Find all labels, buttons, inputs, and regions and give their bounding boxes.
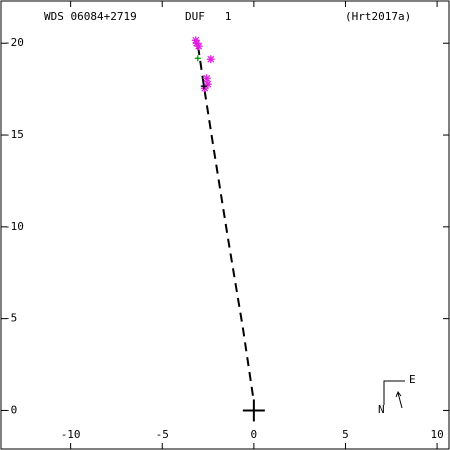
stroke xyxy=(207,55,215,63)
x-tick-label: -5 xyxy=(156,428,169,441)
point xyxy=(192,39,201,48)
y-tick-label: -10 xyxy=(4,220,24,233)
point xyxy=(200,83,207,90)
x-tick-label: 0 xyxy=(251,428,258,441)
compass-east: E xyxy=(409,373,416,386)
point xyxy=(194,55,201,62)
point xyxy=(202,74,211,83)
point xyxy=(200,84,209,93)
stroke xyxy=(203,74,211,82)
chart-title: WDS 06084+2719 xyxy=(44,10,137,23)
y-tick-label: -20 xyxy=(4,36,24,49)
point xyxy=(242,399,265,422)
point xyxy=(206,55,215,64)
reference: (Hrt2017a) xyxy=(345,10,411,23)
orbit-line xyxy=(196,39,254,396)
stroke xyxy=(193,39,201,47)
compass-north: N xyxy=(378,403,385,416)
discoverer: DUF 1 xyxy=(185,10,231,23)
y-tick-label: -0 xyxy=(4,403,17,416)
x-tick-label: -10 xyxy=(61,428,81,441)
y-tick-label: -5 xyxy=(4,312,17,325)
stroke xyxy=(195,42,203,50)
compass-arms xyxy=(383,380,405,405)
stroke xyxy=(192,36,200,44)
x-tick-label: 10 xyxy=(430,428,443,441)
compass: E N xyxy=(378,373,416,416)
x-tick-label: 5 xyxy=(342,428,349,441)
motion-arrow xyxy=(397,392,403,409)
y-tick-label: -15 xyxy=(4,128,24,141)
arrow-head xyxy=(395,390,402,398)
